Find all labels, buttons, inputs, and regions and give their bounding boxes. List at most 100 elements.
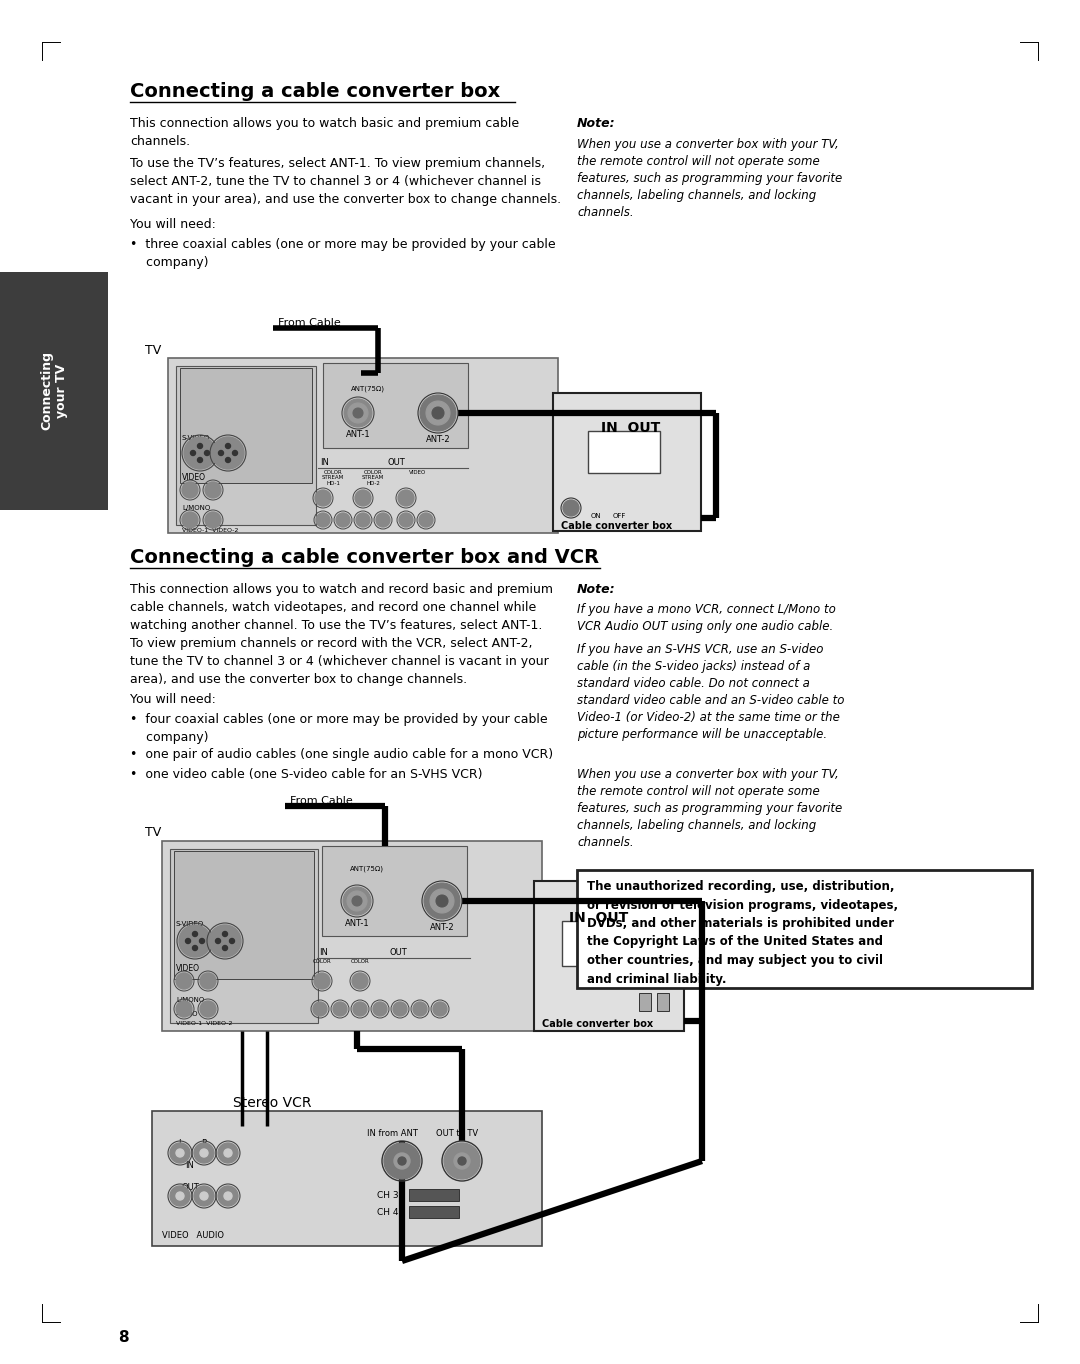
Bar (170, 848, 318, 1023)
Circle shape (413, 1003, 427, 1016)
Text: TV: TV (145, 344, 161, 357)
Circle shape (420, 396, 456, 431)
Text: From Cable: From Cable (278, 318, 341, 327)
Circle shape (316, 513, 330, 527)
Circle shape (313, 1003, 327, 1016)
Text: OFF: OFF (613, 513, 626, 518)
Bar (553, 393, 701, 531)
Circle shape (232, 450, 238, 456)
Text: ANT-2: ANT-2 (430, 923, 455, 932)
Circle shape (336, 513, 350, 527)
Bar (323, 363, 468, 447)
Text: S-VIDEO: S-VIDEO (176, 921, 204, 928)
Text: OUT: OUT (181, 1183, 199, 1192)
Circle shape (200, 1192, 208, 1200)
Text: IN  OUT: IN OUT (569, 911, 629, 925)
Bar (657, 993, 669, 1011)
Text: You will need:: You will need: (130, 693, 216, 707)
Circle shape (216, 938, 220, 944)
Text: CH 3: CH 3 (377, 1191, 399, 1200)
Circle shape (224, 1192, 232, 1200)
Text: IN from ANT: IN from ANT (366, 1129, 418, 1138)
Circle shape (343, 887, 372, 915)
Text: IN: IN (319, 948, 328, 958)
Text: Cable converter box: Cable converter box (561, 521, 672, 531)
Circle shape (399, 513, 413, 527)
Circle shape (184, 436, 216, 469)
Text: ANT-2: ANT-2 (426, 435, 450, 445)
Circle shape (373, 1003, 387, 1016)
Circle shape (194, 1187, 214, 1206)
Circle shape (183, 481, 198, 498)
Circle shape (218, 1143, 238, 1163)
Circle shape (436, 895, 448, 907)
Bar (577, 870, 1032, 988)
Text: •  one pair of audio cables (one single audio cable for a mono VCR): • one pair of audio cables (one single a… (130, 747, 553, 761)
Bar (168, 357, 558, 533)
Text: R: R (201, 1139, 207, 1148)
Circle shape (226, 443, 230, 449)
Circle shape (563, 501, 579, 516)
Text: Stereo VCR: Stereo VCR (233, 1097, 311, 1110)
Text: You will need:: You will need: (130, 218, 216, 231)
Text: VIDEO-1  VIDEO-2: VIDEO-1 VIDEO-2 (183, 528, 239, 533)
Circle shape (200, 1148, 208, 1157)
Circle shape (353, 1003, 367, 1016)
Text: If you have an S-VHS VCR, use an S-video
cable (in the S-video jacks) instead of: If you have an S-VHS VCR, use an S-video… (577, 642, 845, 741)
Circle shape (222, 945, 228, 951)
Bar (409, 1206, 459, 1218)
Circle shape (198, 457, 203, 462)
Text: OUT: OUT (388, 458, 406, 466)
Text: Connecting a cable converter box and VCR: Connecting a cable converter box and VCR (130, 548, 599, 567)
Text: VIDEO: VIDEO (183, 473, 206, 481)
Circle shape (345, 400, 372, 427)
Circle shape (192, 932, 198, 937)
Circle shape (352, 896, 362, 906)
Circle shape (399, 490, 414, 506)
Text: This connection allows you to watch basic and premium cable
channels.: This connection allows you to watch basi… (130, 117, 519, 149)
Circle shape (419, 513, 433, 527)
Text: To use the TV’s features, select ANT-1. To view premium channels,
select ANT-2, : To use the TV’s features, select ANT-1. … (130, 157, 562, 206)
Bar (588, 431, 660, 473)
Text: IN: IN (320, 458, 329, 466)
Circle shape (183, 512, 198, 528)
Text: If you have a mono VCR, connect L/Mono to
VCR Audio OUT using only one audio cab: If you have a mono VCR, connect L/Mono t… (577, 603, 836, 633)
Circle shape (205, 512, 221, 528)
Circle shape (432, 406, 444, 419)
Text: Note:: Note: (577, 582, 616, 596)
Circle shape (179, 925, 211, 958)
Circle shape (430, 889, 454, 913)
Circle shape (426, 401, 450, 426)
Circle shape (218, 1187, 238, 1206)
Circle shape (224, 1148, 232, 1157)
Circle shape (186, 938, 190, 944)
Text: ANT(75Ω): ANT(75Ω) (351, 386, 384, 393)
Text: Connecting a cable converter box: Connecting a cable converter box (130, 82, 500, 101)
Circle shape (347, 891, 367, 911)
Text: VIDEO-1  VIDEO-2: VIDEO-1 VIDEO-2 (176, 1022, 232, 1026)
Text: VIDEO: VIDEO (409, 471, 427, 475)
Text: VIDEO   AUDIO: VIDEO AUDIO (162, 1230, 224, 1240)
Circle shape (444, 1143, 480, 1178)
Text: COLOR: COLOR (351, 959, 369, 964)
Bar (176, 366, 316, 525)
Circle shape (226, 457, 230, 462)
Text: L/MONO: L/MONO (183, 505, 211, 512)
Bar (152, 1112, 542, 1245)
Circle shape (200, 1001, 216, 1018)
Circle shape (218, 450, 224, 456)
Text: 8: 8 (118, 1330, 129, 1345)
Text: L/MONO: L/MONO (176, 997, 204, 1003)
Circle shape (212, 436, 244, 469)
Text: •  four coaxial cables (one or more may be provided by your cable
    company): • four coaxial cables (one or more may b… (130, 713, 548, 743)
Text: The unauthorized recording, use, distribution,
or revision of television program: The unauthorized recording, use, distrib… (588, 880, 899, 986)
Bar (174, 851, 314, 979)
Text: ANT-1: ANT-1 (345, 919, 369, 928)
Circle shape (210, 925, 241, 958)
Text: IN  OUT: IN OUT (600, 421, 660, 435)
Circle shape (198, 443, 203, 449)
Text: •  one video cable (one S-video cable for an S-VHS VCR): • one video cable (one S-video cable for… (130, 768, 483, 782)
Bar (322, 846, 467, 936)
Bar (180, 368, 312, 483)
Circle shape (355, 490, 372, 506)
